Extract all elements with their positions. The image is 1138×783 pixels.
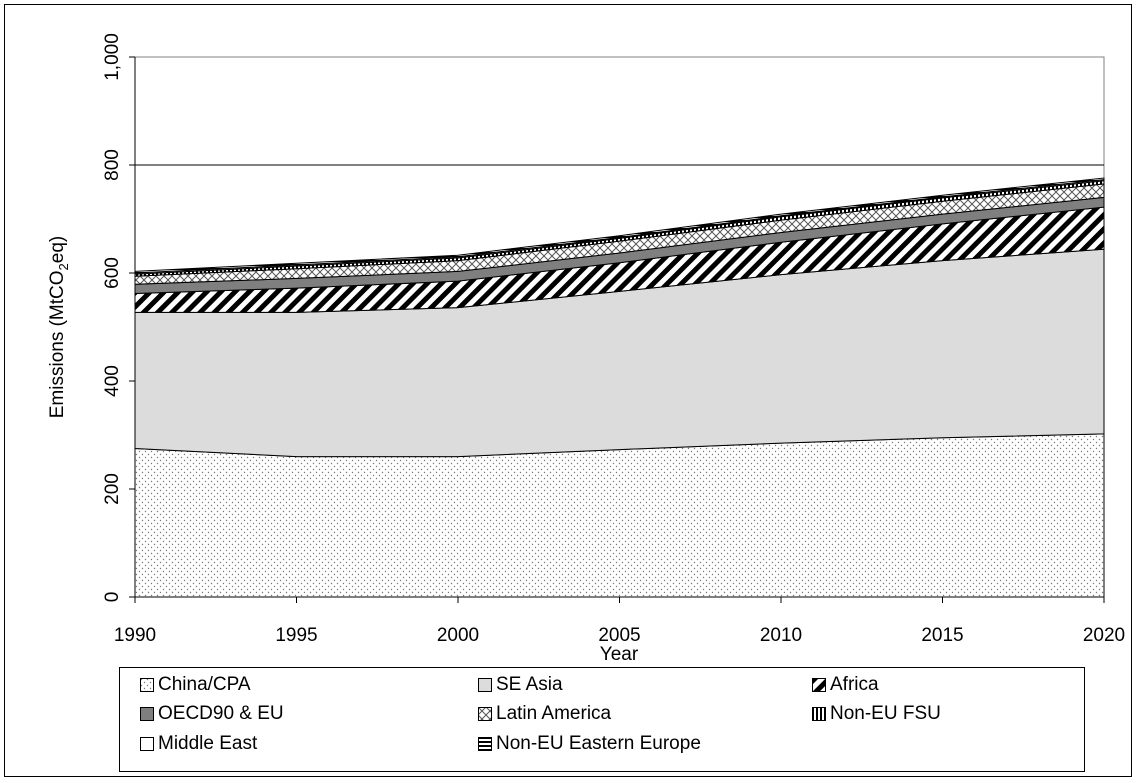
y-tick-label: 800 [102,149,123,181]
legend-swatch-non-eu-fsu [812,707,826,721]
y-tick-label: 200 [102,473,123,505]
y-axis-title-main: Emissions (MtCO [47,270,68,418]
legend-item-oecd90-eu: OECD90 & EU [140,702,284,726]
legend-swatch-middle-east [140,737,154,751]
legend-label: Non-EU FSU [830,703,941,725]
x-tick-label: 2020 [1083,625,1125,646]
x-tick-label: 1990 [114,625,156,646]
y-tick-label: 400 [102,365,123,397]
x-tick-label: 2010 [760,625,802,646]
legend-label: Middle East [158,733,257,755]
x-tick-label: 2015 [921,625,963,646]
legend-item-non-eu-fsu: Non-EU FSU [812,702,941,726]
y-tick-label: 1,000 [102,33,123,81]
legend-label: Latin America [496,703,611,725]
legend-swatch-latin-america [478,707,492,721]
legend-swatch-africa [812,678,826,692]
x-tick-label: 2000 [437,625,479,646]
legend-swatch-se-asia [478,678,492,692]
y-axis-ticks: 0 200 400 600 800 1,000 [102,33,135,602]
y-axis-title: Emissions (MtCO2eq) [47,236,71,419]
legend-item-middle-east: Middle East [140,732,257,756]
x-tick-label: 2005 [598,625,640,646]
legend-label: OECD90 & EU [158,703,284,725]
y-axis-title-subscript: 2 [56,263,71,270]
legend-item-china-cpa: China/CPA [140,673,251,697]
legend-label: Africa [830,674,879,696]
legend-item-non-eu-eastern-europe: Non-EU Eastern Europe [478,732,701,756]
legend-label: China/CPA [158,674,251,696]
legend-swatch-oecd90-eu [140,707,154,721]
x-tick-label: 1995 [275,625,317,646]
legend-swatch-non-eu-eastern-europe [478,737,492,751]
legend-item-latin-america: Latin America [478,702,611,726]
legend-label: Non-EU Eastern Europe [496,733,701,755]
legend-label: SE Asia [496,674,563,696]
legend-item-se-asia: SE Asia [478,673,563,697]
legend-item-africa: Africa [812,673,879,697]
y-tick-label: 0 [102,592,123,603]
y-tick-label: 600 [102,257,123,289]
area-china-cpa [135,434,1104,597]
legend-swatch-china-cpa [140,678,154,692]
x-axis-ticks: 1990 1995 2000 2005 2010 2015 2020 [114,597,1125,646]
legend: China/CPA SE Asia Africa OECD90 & EU Latin A… [119,667,1085,772]
y-axis-title-tail: eq) [47,236,68,263]
x-axis-title: Year [600,644,639,665]
